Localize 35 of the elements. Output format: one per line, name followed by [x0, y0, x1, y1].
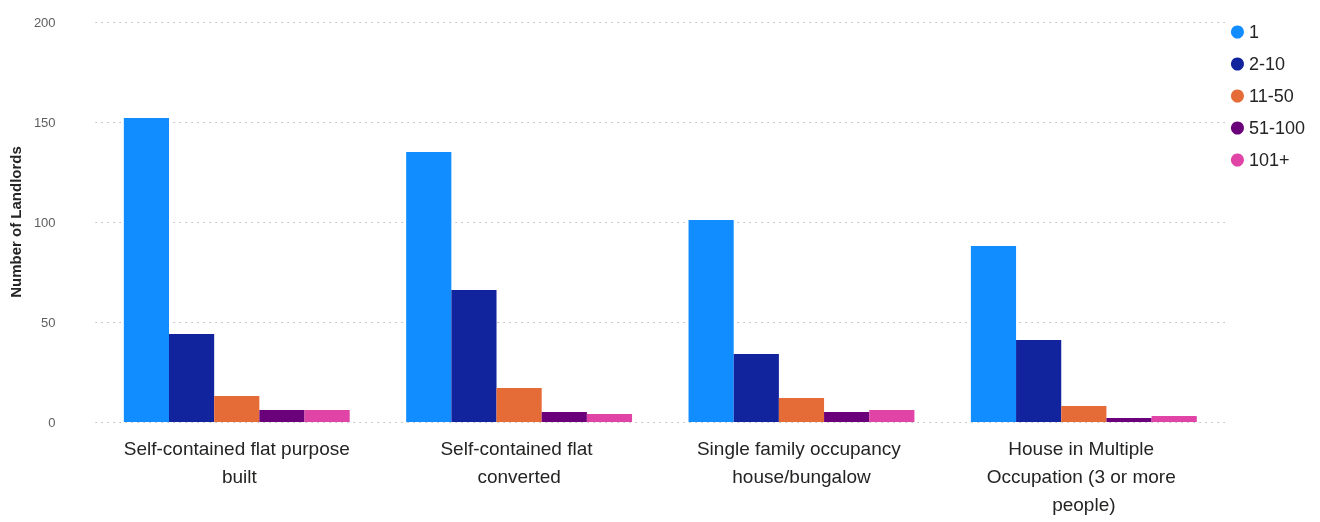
- y-tick-label: 50: [41, 314, 56, 330]
- x-tick-label: House in Multiple Occupation (3 or more people): [986, 437, 1181, 515]
- bar: [496, 388, 542, 422]
- legend-label: 1: [1248, 22, 1259, 42]
- bar: [688, 220, 734, 422]
- bar: [169, 334, 215, 422]
- bar: [123, 118, 169, 422]
- y-tick-label: 200: [33, 14, 56, 30]
- y-tick-label: 150: [33, 114, 56, 130]
- y-axis-title: Number of Landlords: [7, 146, 24, 298]
- bar: [259, 410, 305, 422]
- bar: [824, 412, 870, 422]
- bar: [586, 414, 633, 422]
- legend-label: 11-50: [1248, 86, 1294, 106]
- legend-label: 51-100: [1248, 118, 1306, 138]
- bar: [778, 398, 825, 422]
- bar: [451, 290, 497, 422]
- x-tick-label: Self-contained flat purpose built: [123, 437, 350, 487]
- bar: [1061, 406, 1107, 422]
- legend-label: 101+: [1248, 150, 1290, 170]
- bar: [406, 152, 452, 422]
- legend-label: 2-10: [1248, 54, 1285, 74]
- bar: [970, 246, 1017, 422]
- bar: [1151, 416, 1197, 422]
- bar: [869, 410, 915, 422]
- bar: [1016, 340, 1062, 422]
- bar: [541, 412, 587, 422]
- bar: [304, 410, 350, 422]
- x-tick-label: Self-contained flat converted: [440, 437, 598, 487]
- bar: [1106, 418, 1152, 422]
- bar: [733, 354, 779, 422]
- x-tick-label: Single family occupancy house/bungalow: [696, 437, 907, 487]
- y-tick-label: 100: [33, 214, 56, 230]
- bar: [214, 396, 260, 422]
- y-tick-label: 0: [48, 414, 56, 430]
